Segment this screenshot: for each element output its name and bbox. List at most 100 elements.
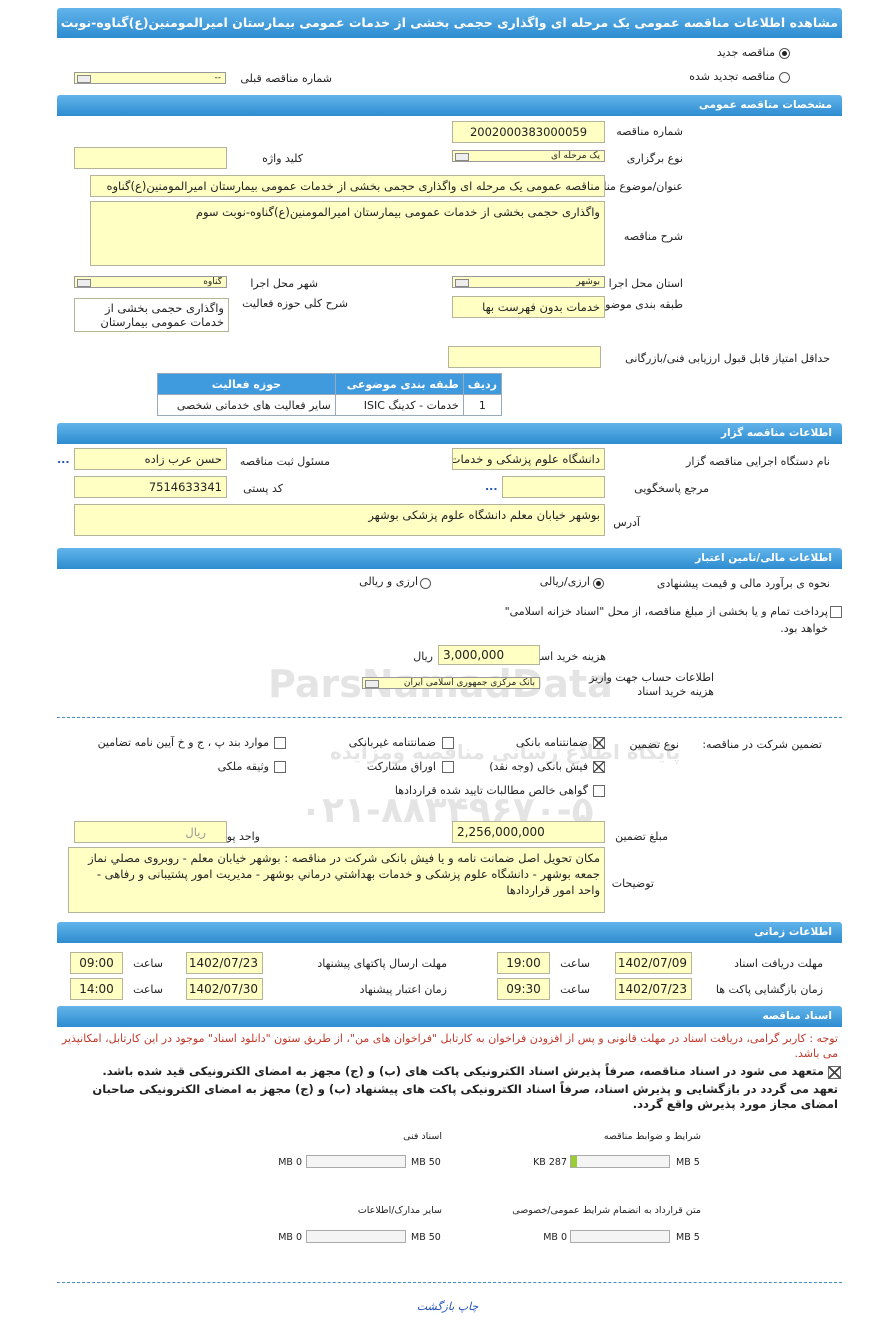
divider — [57, 717, 842, 718]
label: فیش بانکی (وجه نقد) — [489, 760, 588, 773]
input[interactable] — [448, 346, 601, 368]
input[interactable]: خدمات بدون فهرست بها — [452, 296, 605, 318]
input[interactable]: ریال — [74, 821, 227, 843]
input[interactable]: دانشگاه علوم پزشکی و خدمات بهداشتی درمان… — [452, 448, 605, 470]
input[interactable]: 19:00 — [497, 952, 550, 974]
label: وثیقه ملکی — [217, 760, 269, 773]
label: ریال — [413, 650, 433, 663]
checkbox[interactable] — [593, 737, 605, 749]
commitment: متعهد می شود در اسناد مناقصه، صرفاً پذیر… — [102, 1064, 824, 1078]
table-cell: سایر فعالیت های خدماتی شخصی — [157, 394, 336, 416]
label: ضمانتنامه غیربانکی — [348, 736, 436, 749]
label: مناقصه جدید — [716, 46, 775, 59]
label: توضیحات — [611, 877, 654, 890]
label: شماره مناقصه — [616, 125, 683, 138]
label: گواهی خالص مطالبات تایید شده قراردادها — [394, 784, 588, 797]
input[interactable] — [502, 476, 605, 498]
input[interactable] — [74, 147, 227, 169]
label: نوع تضمین — [629, 738, 679, 751]
select[interactable]: گناوه — [74, 276, 227, 288]
file-max: 5 MB — [676, 1232, 700, 1243]
section-header: اسناد مناقصه — [57, 1006, 842, 1027]
select[interactable]: بانک مرکزی جمهوری اسلامی ایران — [362, 677, 540, 689]
select[interactable]: بوشهر — [452, 276, 605, 288]
checkbox[interactable] — [830, 606, 842, 618]
input[interactable]: 1402/07/30 — [186, 978, 263, 1000]
input[interactable]: 14:00 — [70, 978, 123, 1000]
checkbox[interactable] — [593, 785, 605, 797]
label: عنوان/موضوع مناقصه — [582, 180, 683, 193]
checkbox[interactable] — [442, 761, 454, 773]
checkbox[interactable] — [442, 737, 454, 749]
checkbox[interactable] — [593, 761, 605, 773]
file-title: سایر مدارک/اطلاعات — [357, 1205, 442, 1216]
label: مسئول ثبت مناقصه — [239, 455, 330, 468]
textarea[interactable]: بوشهر خیابان معلم دانشگاه علوم پزشکی بوش… — [74, 504, 605, 536]
more-link[interactable]: ... — [57, 453, 70, 466]
more-link[interactable]: ... — [485, 480, 498, 493]
input[interactable]: 2,256,000,000 — [452, 821, 605, 843]
input[interactable]: 1402/07/23 — [186, 952, 263, 974]
label: ساعت — [560, 957, 590, 970]
radio-renewed[interactable] — [779, 72, 790, 83]
input[interactable]: مناقصه عمومی یک مرحله ای واگذاری حجمی بخ… — [90, 175, 605, 197]
input[interactable]: 09:00 — [70, 952, 123, 974]
section-header: اطلاعات مناقصه گزار — [57, 423, 842, 444]
select[interactable]: یک مرحله ای — [452, 150, 605, 162]
radio[interactable] — [420, 578, 431, 589]
radio-new[interactable] — [779, 48, 790, 59]
input[interactable]: حسن عرب زاده — [74, 448, 227, 470]
input[interactable]: 1402/07/09 — [615, 952, 692, 974]
table-cell: 1 — [462, 394, 503, 416]
label: شماره مناقصه قبلی — [240, 72, 332, 85]
label: ضمانتنامه بانکی — [515, 736, 588, 749]
watermark-slogan: پایگاه اطلاع رسانی مناقصه ومزایده — [330, 740, 681, 764]
input[interactable]: 2002000383000059 — [452, 121, 605, 143]
input[interactable]: 3,000,000 — [438, 645, 540, 665]
back-link[interactable]: بازگشت — [416, 1300, 455, 1313]
label: آدرس — [613, 516, 640, 529]
label: مرجع پاسخگویی — [634, 482, 709, 495]
section-header: مشخصات مناقصه عمومی — [57, 95, 842, 116]
file-title: شرایط و ضوابط مناقصه — [603, 1131, 701, 1142]
input[interactable]: 09:30 — [497, 978, 550, 1000]
label: موارد بند پ ، ج و خ آیین نامه تضامین — [97, 736, 269, 749]
label: اطلاعات حساب جهت واریز هزینه خرید اسناد — [589, 671, 714, 698]
label: شهر محل اجرا — [250, 277, 318, 290]
input[interactable]: 1402/07/23 — [615, 978, 692, 1000]
label: نحوه ی برآورد مالی و قیمت پیشنهادی — [656, 577, 830, 590]
checkbox[interactable] — [274, 737, 286, 749]
label: ارزی/ریالی — [539, 575, 590, 588]
upload-bar — [570, 1155, 670, 1168]
file-max: 50 MB — [411, 1157, 441, 1168]
label: طبقه بندی موضوعی — [589, 298, 683, 311]
section-header: اطلاعات زمانی — [57, 922, 842, 943]
file-title: اسناد فنی — [403, 1131, 442, 1142]
file-size: 0 MB — [278, 1157, 302, 1168]
checkbox[interactable] — [274, 761, 286, 773]
section-header: اطلاعات مالی/تامین اعتبار — [57, 548, 842, 569]
label: واحد پول — [218, 830, 260, 843]
input[interactable]: 7514633341 — [74, 476, 227, 498]
listbox[interactable]: واگذاری حجمی بخشی از خدمات عمومی بیمارست… — [74, 298, 229, 332]
radio[interactable] — [593, 578, 604, 589]
select[interactable]: -- — [74, 72, 226, 84]
notice: توجه : کاربر گرامی، دریافت اسناد در مهلت… — [61, 1032, 838, 1060]
print-link[interactable]: چاپ — [457, 1300, 479, 1313]
textarea[interactable]: مکان تحویل اصل ضمانت نامه و یا فیش بانکی… — [68, 847, 605, 913]
file-size: 287 KB — [533, 1157, 567, 1168]
file-max: 50 MB — [411, 1232, 441, 1243]
label: مبلغ تضمین — [615, 830, 668, 843]
label: ارزی و ریالی — [359, 575, 418, 588]
label: زمان اعتبار پیشنهاد — [359, 983, 447, 996]
file-size: 0 MB — [278, 1232, 302, 1243]
textarea[interactable]: واگذاری حجمی بخشی از خدمات عمومی بیمارست… — [90, 201, 605, 266]
commitment: تعهد می گردد در بازگشایی و پذیرش اسناد، … — [92, 1082, 838, 1111]
label: زمان بازگشایی پاکت ها — [715, 983, 823, 996]
label: اوراق مشارکت — [366, 760, 436, 773]
divider — [57, 1282, 842, 1283]
checkbox — [828, 1066, 841, 1079]
label: هزینه خرید اسناد — [529, 650, 606, 663]
table-header: طبقه بندی موضوعی — [334, 373, 464, 395]
table-cell: خدمات - کدینگ ISIC — [334, 394, 464, 416]
